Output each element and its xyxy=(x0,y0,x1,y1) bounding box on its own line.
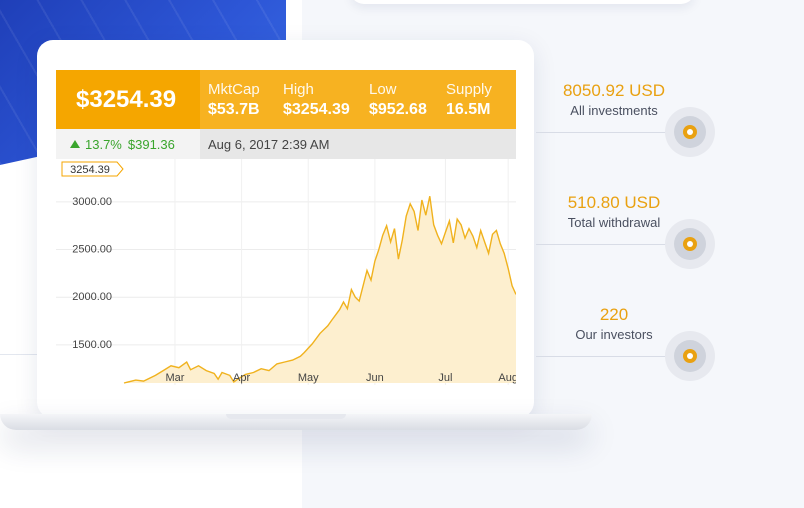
top-card xyxy=(350,0,695,4)
price-area xyxy=(124,196,516,383)
target-dot-icon xyxy=(665,219,715,269)
target-dot-icon xyxy=(665,331,715,381)
stat-label: All investments xyxy=(570,103,658,118)
connector-line xyxy=(536,132,666,133)
price-change: 13.7% $391.36 xyxy=(56,129,200,159)
stat-value: 510.80 USD xyxy=(567,193,661,212)
stat-our-investors: 220 Our investors xyxy=(550,305,678,342)
stat-high: High $3254.39 xyxy=(283,70,369,129)
price-line xyxy=(123,196,516,384)
stat-mktcap: MktCap $53.7B xyxy=(208,70,283,129)
stat-label: MktCap xyxy=(208,81,260,98)
widget-header: $3254.39 MktCap $53.7B High $3254.39 Low… xyxy=(56,70,516,129)
stat-label: Our investors xyxy=(575,327,653,342)
stat-value: 16.5M xyxy=(446,101,491,118)
timestamp: Aug 6, 2017 2:39 AM xyxy=(200,129,516,159)
price-tag-shape xyxy=(61,161,124,177)
divider xyxy=(0,354,40,355)
stat-supply: Supply 16.5M xyxy=(446,70,516,129)
price-widget: $3254.39 MktCap $53.7B High $3254.39 Low… xyxy=(56,70,516,385)
x-tick-label: Mar xyxy=(165,372,184,384)
stat-value: 8050.92 USD xyxy=(562,81,666,100)
x-tick-label: Jun xyxy=(366,372,384,384)
x-tick-label: May xyxy=(298,372,319,384)
target-dot-icon xyxy=(665,107,715,157)
current-price: $3254.39 xyxy=(76,85,177,113)
connector-line xyxy=(536,244,666,245)
y-tick-label: 2500.00 xyxy=(72,244,112,256)
stats-row: MktCap $53.7B High $3254.39 Low $952.68 … xyxy=(200,70,516,129)
x-tick-label: Apr xyxy=(233,372,250,384)
x-tick-label: Aug xyxy=(498,372,516,384)
y-tick-label: 2000.00 xyxy=(72,291,112,303)
stat-label: Total withdrawal xyxy=(567,215,661,230)
change-amount: $391.36 xyxy=(127,136,175,152)
stat-label: Supply xyxy=(446,81,492,98)
y-tick-label: 3000.00 xyxy=(72,196,112,208)
laptop-notch xyxy=(226,414,346,419)
connector-line xyxy=(536,356,666,357)
widget-subheader: 13.7% $391.36 Aug 6, 2017 2:39 AM xyxy=(56,129,516,159)
stat-label: High xyxy=(283,81,314,98)
stat-value: $53.7B xyxy=(208,101,260,118)
laptop-base xyxy=(0,414,592,430)
stat-low: Low $952.68 xyxy=(369,70,446,129)
change-percent: 13.7% xyxy=(85,136,122,152)
price-tag-label: 3254.39 xyxy=(70,164,110,176)
up-arrow-icon xyxy=(70,140,80,148)
x-tick-label: Jul xyxy=(438,372,452,384)
stat-all-investments: 8050.92 USD All investments xyxy=(550,81,678,118)
stat-total-withdrawal: 510.80 USD Total withdrawal xyxy=(550,193,678,230)
current-price-tag: 3254.39 xyxy=(61,161,124,177)
price-chart[interactable]: 3000.00 2500.00 2000.00 1500.00 Mar Apr May Jun… xyxy=(56,159,516,385)
stat-value: $952.68 xyxy=(369,101,427,118)
y-tick-label: 1500.00 xyxy=(72,339,112,351)
stat-value: $3254.39 xyxy=(283,101,350,118)
stat-label: Low xyxy=(369,81,397,98)
stat-value: 220 xyxy=(599,305,629,324)
